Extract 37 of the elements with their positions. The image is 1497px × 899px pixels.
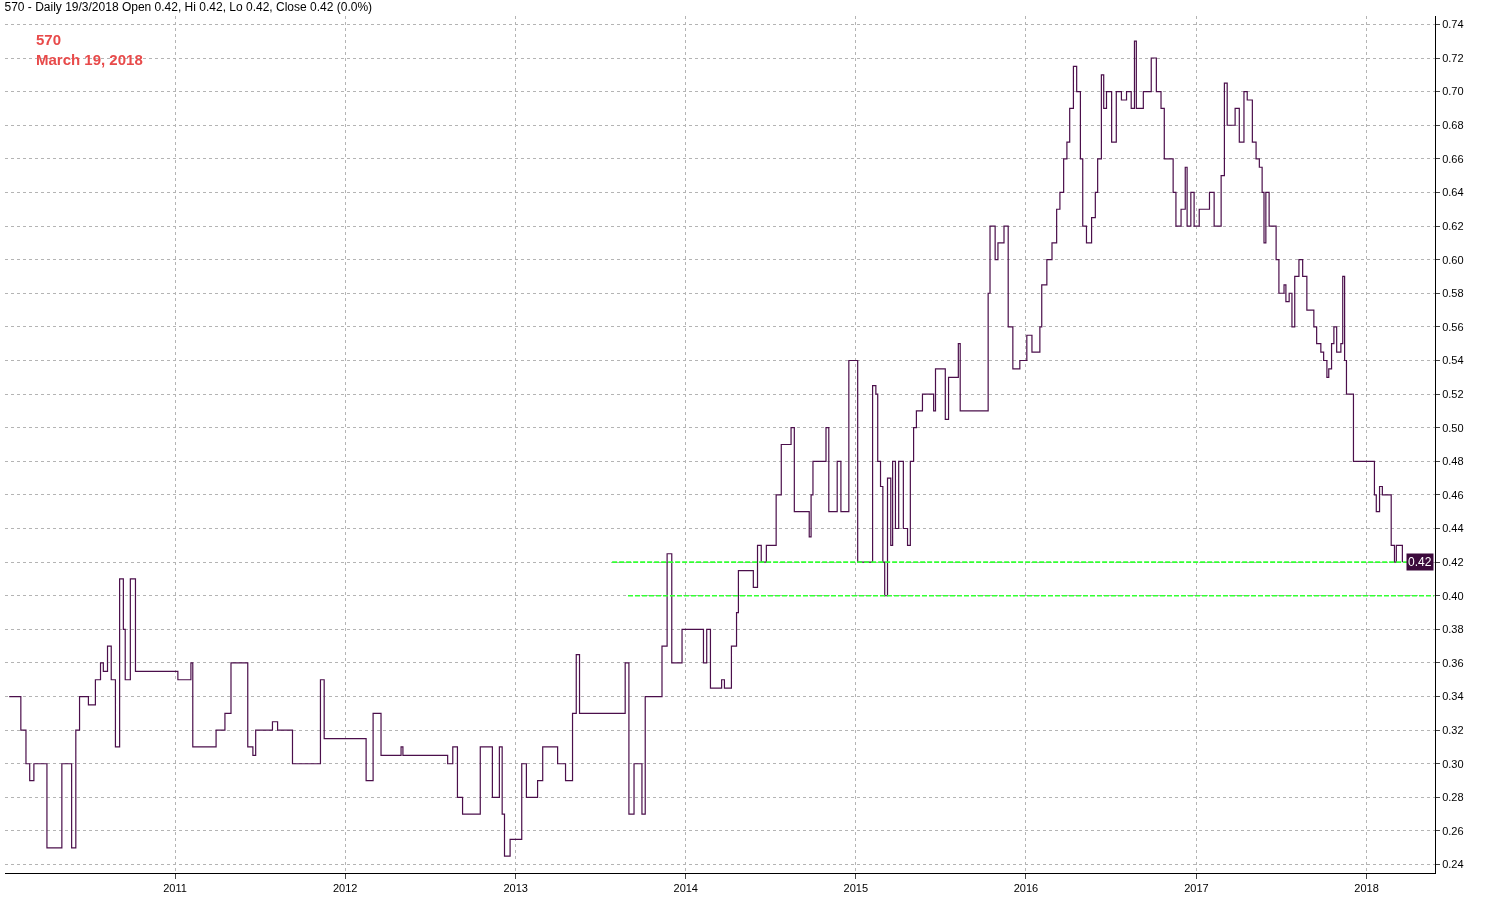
annotation: March 19, 2018 — [36, 51, 143, 68]
y-tick-label: 0.70 — [1442, 85, 1464, 98]
annotation: 570 — [36, 31, 62, 48]
y-tick-label: 0.26 — [1442, 824, 1464, 837]
y-tick-label: 0.40 — [1442, 589, 1464, 602]
chart-title: 570 - Daily 19/3/2018 Open 0.42, Hi 0.42, Lo 0.42, Close 0.42 (0.0%) — [4, 0, 373, 15]
y-tick-label: 0.68 — [1442, 119, 1464, 132]
x-tick-label: 2014 — [673, 882, 698, 895]
x-tick-label: 2016 — [1013, 882, 1039, 895]
y-tick-label: 0.32 — [1442, 724, 1464, 737]
x-tick-label: 2017 — [1184, 882, 1209, 895]
x-tick-label: 2011 — [163, 882, 187, 895]
y-tick-label: 0.30 — [1442, 757, 1464, 770]
x-tick-label: 2015 — [843, 882, 869, 895]
y-tick-label: 0.42 — [1442, 555, 1464, 568]
y-tick-label: 0.46 — [1442, 488, 1464, 501]
y-tick-label: 0.44 — [1442, 522, 1464, 535]
y-tick-label: 0.72 — [1442, 51, 1464, 64]
y-tick-label: 0.64 — [1442, 186, 1464, 199]
y-tick-label: 0.74 — [1442, 18, 1464, 31]
y-tick-label: 0.24 — [1442, 858, 1464, 871]
y-tick-label: 0.50 — [1442, 421, 1464, 434]
y-tick-label: 0.34 — [1442, 690, 1464, 703]
y-tick-label: 0.56 — [1442, 320, 1464, 333]
x-tick-label: 2013 — [503, 882, 528, 895]
y-tick-label: 0.36 — [1442, 656, 1464, 669]
y-tick-label: 0.38 — [1442, 623, 1464, 636]
y-tick-label: 0.66 — [1442, 152, 1464, 165]
y-tick-label: 0.54 — [1442, 354, 1464, 367]
y-tick-label: 0.28 — [1442, 791, 1464, 804]
y-tick-label: 0.62 — [1442, 219, 1464, 232]
y-tick-label: 0.58 — [1442, 287, 1464, 300]
x-tick-label: 2018 — [1354, 882, 1379, 895]
y-tick-label: 0.52 — [1442, 387, 1464, 400]
y-tick-label: 0.60 — [1442, 253, 1464, 266]
y-tick-label: 0.48 — [1442, 455, 1464, 468]
x-tick-label: 2012 — [332, 882, 358, 895]
